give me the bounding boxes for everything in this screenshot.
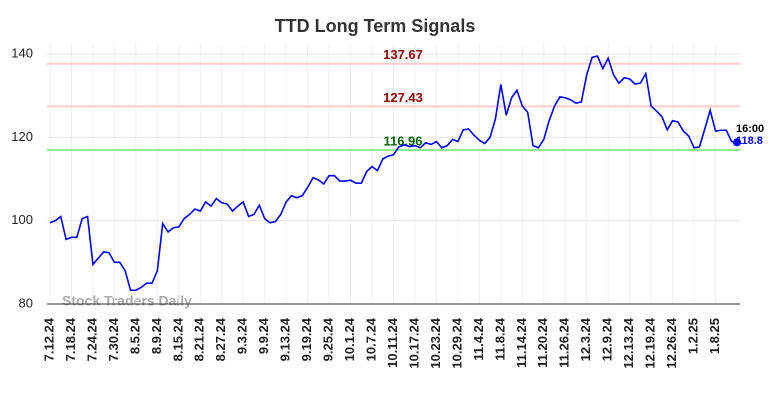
x-tick-label: 12.13.24: [621, 317, 636, 368]
last-value: 118.8: [736, 135, 763, 147]
reference-label: 127.43: [383, 90, 423, 105]
y-tick-label: 80: [19, 295, 33, 310]
reference-label: 137.67: [383, 47, 423, 62]
x-tick-label: 1.2.25: [686, 318, 701, 354]
x-tick-label: 12.9.24: [600, 317, 615, 361]
x-tick-label: 12.19.24: [643, 317, 658, 368]
x-tick-label: 11.26.24: [557, 317, 572, 368]
x-tick-label: 7.12.24: [41, 317, 56, 361]
x-tick-label: 7.24.24: [84, 317, 99, 361]
x-tick-label: 9.9.24: [256, 317, 271, 354]
y-tick-label: 120: [11, 129, 33, 144]
x-tick-label: 7.30.24: [106, 317, 121, 361]
x-tick-label: 8.27.24: [213, 317, 228, 361]
x-tick-label: 10.11.24: [385, 317, 400, 368]
x-tick-label: 10.23.24: [428, 317, 443, 368]
x-tick-label: 9.3.24: [235, 317, 250, 354]
x-tick-label: 8.9.24: [149, 317, 164, 354]
x-tick-label: 8.21.24: [192, 317, 207, 361]
x-tick-label: 1.8.25: [707, 318, 722, 354]
x-tick-label: 10.7.24: [363, 317, 378, 361]
x-tick-label: 7.18.24: [63, 317, 78, 361]
y-tick-label: 100: [11, 212, 33, 227]
price-line: [49, 55, 738, 292]
last-time: 16:00: [736, 123, 764, 135]
x-tick-label: 9.19.24: [299, 317, 314, 361]
x-tick-label: 8.15.24: [170, 317, 185, 361]
x-tick-label: 12.26.24: [664, 317, 679, 368]
x-tick-label: 10.17.24: [406, 317, 421, 368]
x-tick-label: 11.4.24: [471, 317, 486, 360]
reference-label: 116.96: [383, 133, 422, 148]
x-tick-label: 11.8.24: [492, 317, 507, 360]
x-tick-label: 10.29.24: [449, 317, 464, 368]
x-tick-label: 11.20.24: [535, 317, 550, 368]
chart-title: TTD Long Term Signals: [275, 16, 476, 36]
x-tick-label: 9.25.24: [321, 317, 336, 361]
watermark: Stock Traders Daily: [62, 293, 192, 309]
x-tick-label: 10.1.24: [342, 317, 357, 361]
last-point: [733, 138, 741, 147]
x-tick-label: 11.14.24: [514, 317, 529, 368]
y-tick-label: 140: [11, 45, 33, 60]
x-tick-label: 12.3.24: [578, 317, 593, 361]
x-tick-label: 9.13.24: [278, 317, 293, 361]
x-tick-label: 8.5.24: [127, 317, 142, 354]
